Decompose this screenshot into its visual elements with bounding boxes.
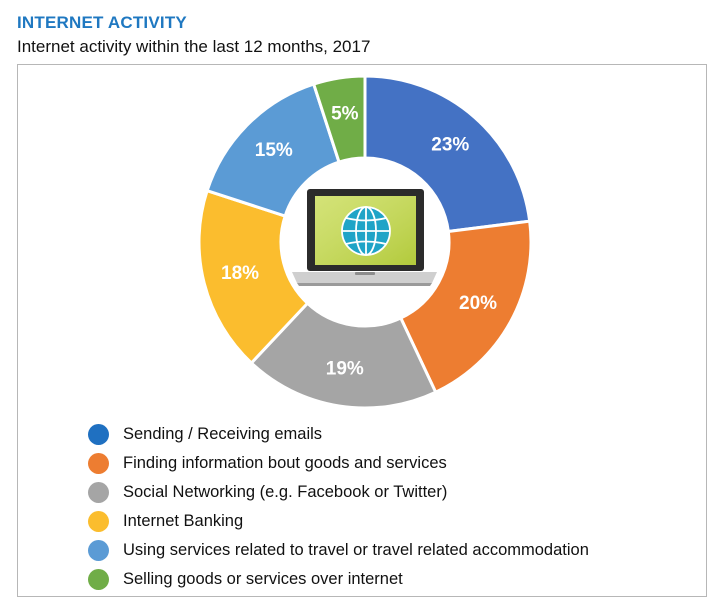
legend-label: Sending / Receiving emails (123, 425, 323, 443)
donut-slice (249, 301, 438, 410)
slice-value-label: 19% (326, 358, 364, 379)
donut-slices: 23% 20% 19% 18% 15% 5% (197, 74, 533, 410)
chart-frame (17, 64, 707, 597)
legend-label: Using services related to travel or trav… (123, 541, 589, 559)
legend-swatch (88, 569, 109, 590)
legend-swatch (88, 424, 109, 445)
chart-title: INTERNET ACTIVITY (17, 13, 187, 32)
slice-value-label: 5% (331, 104, 359, 125)
legend-item: Internet Banking (88, 507, 589, 536)
donut-slice (398, 219, 533, 395)
laptop-globe-icon (292, 189, 437, 286)
donut-slice (197, 188, 310, 366)
legend-label: Selling goods or services over internet (123, 570, 403, 588)
donut-slice (311, 74, 367, 165)
legend-item: Using services related to travel or trav… (88, 536, 589, 565)
legend-item: Finding information bout goods and servi… (88, 449, 589, 478)
legend-swatch (88, 511, 109, 532)
legend-label: Finding information bout goods and servi… (123, 454, 447, 472)
chart-subtitle: Internet activity within the last 12 mon… (17, 37, 371, 56)
legend-swatch (88, 482, 109, 503)
slice-value-label: 20% (459, 293, 497, 314)
slice-value-label: 23% (431, 134, 469, 155)
legend-swatch (88, 453, 109, 474)
donut-slice (363, 74, 532, 234)
legend-item: Sending / Receiving emails (88, 420, 589, 449)
legend-item: Selling goods or services over internet (88, 565, 589, 594)
slice-value-label: 18% (221, 263, 259, 284)
legend-label: Internet Banking (123, 512, 244, 530)
slice-value-label: 15% (255, 140, 293, 161)
chart-legend: Sending / Receiving emails Finding inform… (88, 420, 589, 594)
legend-label: Social Networking (e.g. Facebook or Twit… (123, 483, 448, 501)
legend-swatch (88, 540, 109, 561)
legend-item: Social Networking (e.g. Facebook or Twit… (88, 478, 589, 507)
